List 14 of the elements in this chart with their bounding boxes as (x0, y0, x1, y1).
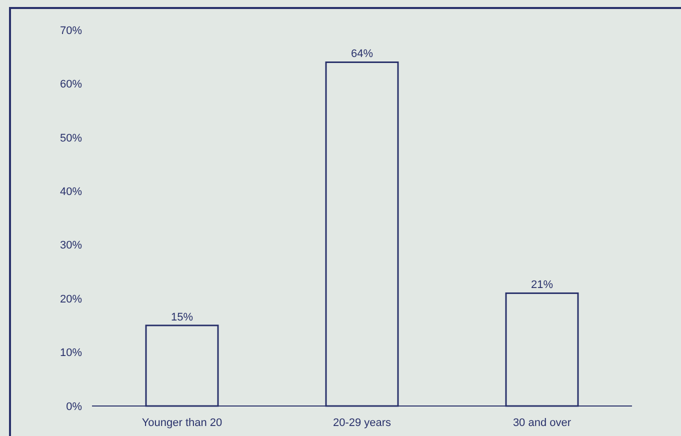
x-tick-label: Younger than 20 (142, 417, 222, 429)
y-tick-label: 60% (60, 78, 82, 91)
y-tick-label: 40% (60, 186, 82, 198)
y-tick-label: 70% (60, 24, 82, 37)
data-label: 15% (170, 311, 194, 324)
y-tick-label: 0% (66, 400, 82, 413)
x-tick-label: 20-29 years (332, 417, 392, 429)
data-label: 21% (530, 279, 554, 292)
y-tick-label: 50% (60, 132, 82, 144)
y-tick-label: 30% (60, 240, 82, 252)
y-tick-label: 10% (60, 347, 82, 360)
data-label: 64% (350, 48, 374, 60)
y-tick-label: 20% (60, 293, 82, 306)
x-tick-label: 30 and over (512, 417, 572, 429)
